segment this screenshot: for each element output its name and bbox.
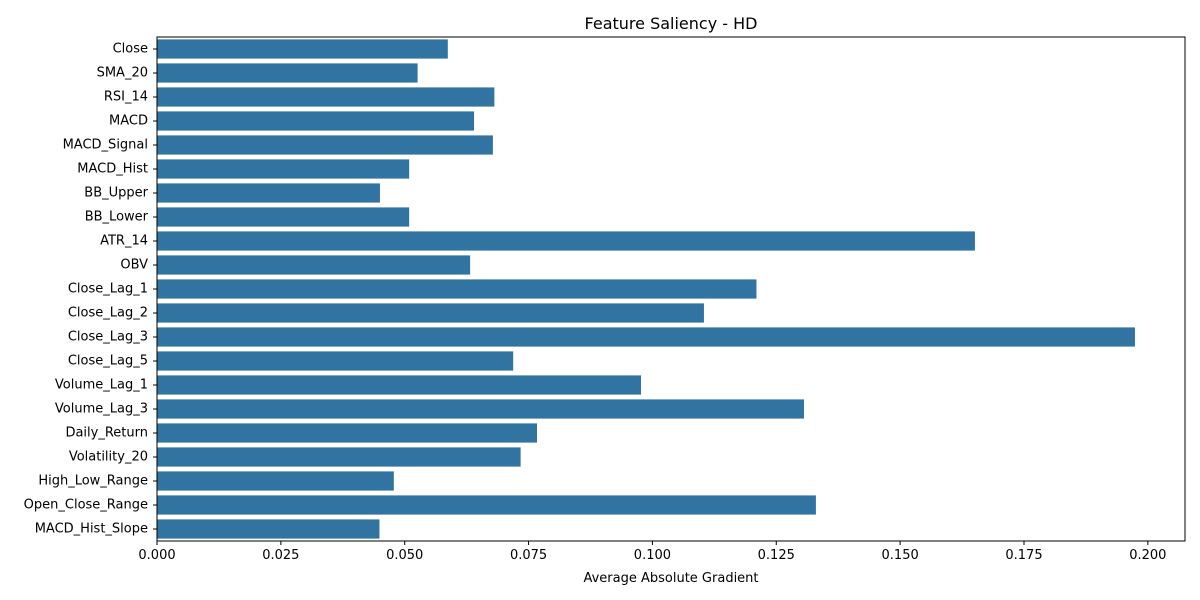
y-tick-label: BB_Lower: [85, 210, 149, 225]
bar: [157, 135, 493, 155]
bar: [157, 471, 394, 491]
bar: [157, 159, 410, 179]
bar: [157, 423, 537, 443]
y-tick-label: BB_Upper: [84, 186, 148, 201]
y-tick-label: MACD: [109, 114, 148, 129]
x-tick-label: 0.025: [262, 548, 299, 563]
x-tick-label: 0.050: [386, 548, 423, 563]
x-tick-label: 0.150: [882, 548, 919, 563]
y-tick-label: ATR_14: [100, 234, 148, 249]
bar: [157, 375, 642, 395]
y-tick-label: Open_Close_Range: [24, 498, 148, 513]
y-tick-label: Volume_Lag_3: [55, 402, 148, 417]
bar: [157, 111, 475, 131]
bar: [157, 63, 418, 83]
y-axis-ticks: Close SMA_20 RSI_14 MACD MACD_Signal MACD_His…: [24, 42, 157, 537]
x-tick-label: 0.000: [138, 548, 175, 563]
x-axis-ticks: 0.000 0.025 0.050 0.075 0.100 0.125 0.150 0.175…: [138, 541, 1166, 563]
x-tick-label: 0.075: [510, 548, 547, 563]
x-axis-label: Average Absolute Gradient: [583, 571, 758, 586]
bar: [157, 519, 380, 539]
y-tick-label: MACD_Hist: [77, 162, 148, 177]
x-tick-label: 0.125: [758, 548, 795, 563]
bar: [157, 399, 805, 419]
bar: [157, 87, 495, 107]
y-tick-label: RSI_14: [104, 90, 148, 105]
chart-title: Feature Saliency - HD: [585, 14, 758, 33]
bars-layer: [157, 39, 1135, 539]
y-tick-label: Daily_Return: [65, 426, 148, 441]
y-tick-label: Volume_Lag_1: [55, 378, 148, 393]
bar: [157, 39, 448, 59]
y-tick-label: Close_Lag_1: [68, 282, 148, 297]
bar: [157, 255, 471, 275]
y-tick-label: MACD_Signal: [63, 138, 148, 153]
y-tick-label: Close_Lag_2: [68, 306, 148, 321]
y-tick-label: SMA_20: [97, 66, 148, 81]
bar: [157, 207, 410, 227]
bar: [157, 279, 757, 299]
plot-frame: [156, 36, 1186, 542]
y-tick-label: Volatility_20: [69, 450, 148, 465]
bar: [157, 495, 816, 515]
x-tick-label: 0.175: [1005, 548, 1042, 563]
x-tick-label: 0.200: [1129, 548, 1166, 563]
bar: [157, 231, 975, 251]
bar: [157, 447, 521, 467]
x-tick-label: 0.100: [634, 548, 671, 563]
bar: [157, 327, 1135, 347]
y-tick-label: MACD_Hist_Slope: [35, 522, 148, 537]
y-tick-label: High_Low_Range: [38, 474, 148, 489]
bar: [157, 303, 704, 323]
y-tick-label: Close_Lag_3: [68, 330, 148, 345]
y-tick-label: Close_Lag_5: [68, 354, 148, 369]
bar: [157, 183, 380, 203]
y-tick-label: Close: [113, 42, 148, 57]
y-tick-label: OBV: [120, 258, 148, 273]
bar: [157, 351, 514, 371]
